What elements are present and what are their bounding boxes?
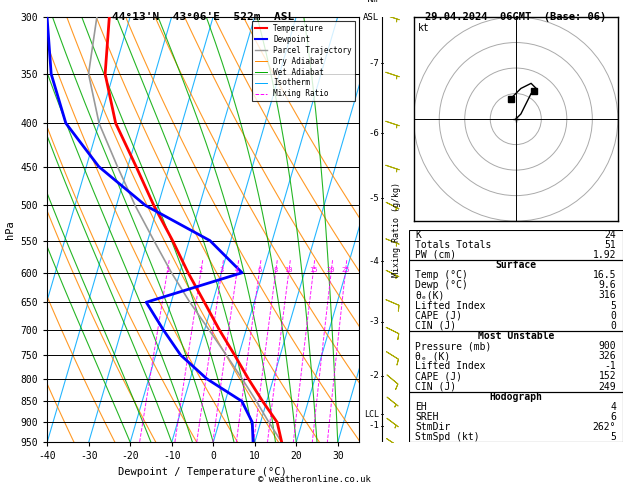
Text: 4: 4 — [235, 267, 239, 273]
Text: 6: 6 — [610, 412, 616, 422]
Text: 262°: 262° — [593, 422, 616, 432]
Text: -2: -2 — [369, 371, 379, 380]
Text: 0: 0 — [610, 321, 616, 331]
X-axis label: Dewpoint / Temperature (°C): Dewpoint / Temperature (°C) — [118, 467, 287, 477]
Text: LCL: LCL — [364, 410, 379, 418]
Text: θₑ(K): θₑ(K) — [415, 291, 445, 300]
Legend: Temperature, Dewpoint, Parcel Trajectory, Dry Adiabat, Wet Adiabat, Isotherm, Mi: Temperature, Dewpoint, Parcel Trajectory… — [252, 21, 355, 102]
Text: 16.5: 16.5 — [593, 270, 616, 280]
Text: 1: 1 — [165, 267, 169, 273]
Text: -1: -1 — [604, 361, 616, 371]
Text: 15: 15 — [309, 267, 318, 273]
Text: K: K — [415, 230, 421, 240]
Text: 29.04.2024  06GMT  (Base: 06): 29.04.2024 06GMT (Base: 06) — [425, 12, 606, 22]
Text: CAPE (J): CAPE (J) — [415, 371, 462, 382]
Text: ASL: ASL — [363, 13, 379, 22]
Text: Pressure (mb): Pressure (mb) — [415, 341, 492, 351]
Text: PW (cm): PW (cm) — [415, 250, 457, 260]
Text: 3: 3 — [220, 267, 224, 273]
Text: StmSpd (kt): StmSpd (kt) — [415, 432, 480, 442]
Text: CIN (J): CIN (J) — [415, 321, 457, 331]
Text: Most Unstable: Most Unstable — [477, 331, 554, 341]
Text: 152: 152 — [599, 371, 616, 382]
Text: CIN (J): CIN (J) — [415, 382, 457, 392]
Text: θₑ (K): θₑ (K) — [415, 351, 450, 361]
Text: -1: -1 — [369, 421, 379, 430]
Text: 900: 900 — [599, 341, 616, 351]
Text: Dewp (°C): Dewp (°C) — [415, 280, 468, 290]
Y-axis label: hPa: hPa — [5, 220, 15, 239]
Text: -7: -7 — [369, 59, 379, 68]
Text: Totals Totals: Totals Totals — [415, 240, 492, 250]
Text: CAPE (J): CAPE (J) — [415, 311, 462, 321]
Text: StmDir: StmDir — [415, 422, 450, 432]
Text: 4: 4 — [610, 402, 616, 412]
Text: 2: 2 — [199, 267, 203, 273]
Text: Temp (°C): Temp (°C) — [415, 270, 468, 280]
Text: 249: 249 — [599, 382, 616, 392]
Text: -6: -6 — [369, 129, 379, 138]
Text: 5: 5 — [610, 432, 616, 442]
Text: 1.92: 1.92 — [593, 250, 616, 260]
Text: © weatheronline.co.uk: © weatheronline.co.uk — [258, 474, 371, 484]
Text: 44°13'N  43°06'E  522m  ASL: 44°13'N 43°06'E 522m ASL — [112, 12, 294, 22]
Text: -5: -5 — [369, 193, 379, 203]
Text: 24: 24 — [604, 230, 616, 240]
Text: 10: 10 — [284, 267, 293, 273]
Text: 51: 51 — [604, 240, 616, 250]
Text: 5: 5 — [610, 300, 616, 311]
Text: Lifted Index: Lifted Index — [415, 361, 486, 371]
Text: Hodograph: Hodograph — [489, 392, 542, 402]
Text: 0: 0 — [610, 311, 616, 321]
Text: 20: 20 — [327, 267, 335, 273]
Text: 6: 6 — [257, 267, 261, 273]
Text: 9.6: 9.6 — [599, 280, 616, 290]
Text: Surface: Surface — [495, 260, 537, 270]
Text: kt: kt — [418, 23, 430, 33]
Text: Lifted Index: Lifted Index — [415, 300, 486, 311]
Text: Mixing Ratio (g/kg): Mixing Ratio (g/kg) — [392, 182, 401, 277]
Text: km: km — [367, 0, 379, 4]
Text: 25: 25 — [341, 267, 350, 273]
Text: 326: 326 — [599, 351, 616, 361]
Text: -3: -3 — [369, 317, 379, 326]
Text: 8: 8 — [274, 267, 278, 273]
Text: SREH: SREH — [415, 412, 439, 422]
Text: EH: EH — [415, 402, 427, 412]
Text: 316: 316 — [599, 291, 616, 300]
Text: -4: -4 — [369, 257, 379, 266]
